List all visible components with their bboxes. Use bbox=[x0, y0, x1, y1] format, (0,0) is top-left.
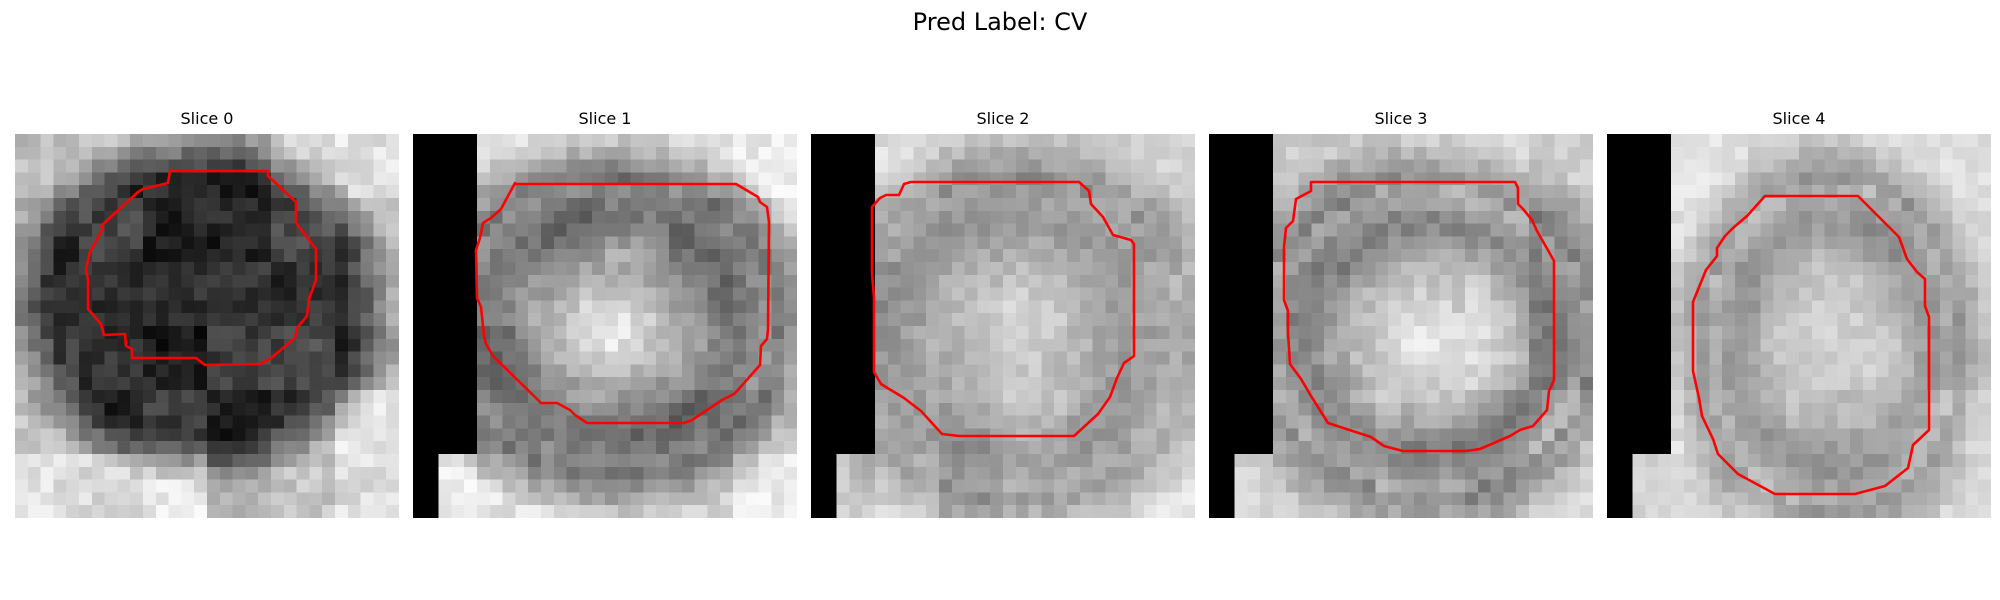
slice-4-panel bbox=[1607, 134, 1991, 518]
slice-1-segmentation-contour bbox=[476, 183, 769, 423]
slice-2-segmentation-contour bbox=[872, 182, 1134, 436]
slice-4-contour-overlay bbox=[1607, 134, 1991, 518]
slice-1-contour-overlay bbox=[413, 134, 797, 518]
slice-1-panel bbox=[413, 134, 797, 518]
slice-0-segmentation-contour bbox=[86, 171, 316, 365]
panel-title-slice-2: Slice 2 bbox=[811, 108, 1195, 130]
panel-title-slice-0: Slice 0 bbox=[15, 108, 399, 130]
slice-3-contour-overlay bbox=[1209, 134, 1593, 518]
slice-2-panel bbox=[811, 134, 1195, 518]
slice-0-contour-overlay bbox=[15, 134, 399, 518]
figure-title: Pred Label: CV bbox=[0, 7, 2000, 37]
panel-title-slice-1: Slice 1 bbox=[413, 108, 797, 130]
slice-4-segmentation-contour bbox=[1693, 196, 1929, 494]
panel-title-slice-4: Slice 4 bbox=[1607, 108, 1991, 130]
panel-title-slice-3: Slice 3 bbox=[1209, 108, 1593, 130]
slice-3-segmentation-contour bbox=[1284, 182, 1554, 451]
slice-3-panel bbox=[1209, 134, 1593, 518]
slice-0-panel bbox=[15, 134, 399, 518]
slice-2-contour-overlay bbox=[811, 134, 1195, 518]
